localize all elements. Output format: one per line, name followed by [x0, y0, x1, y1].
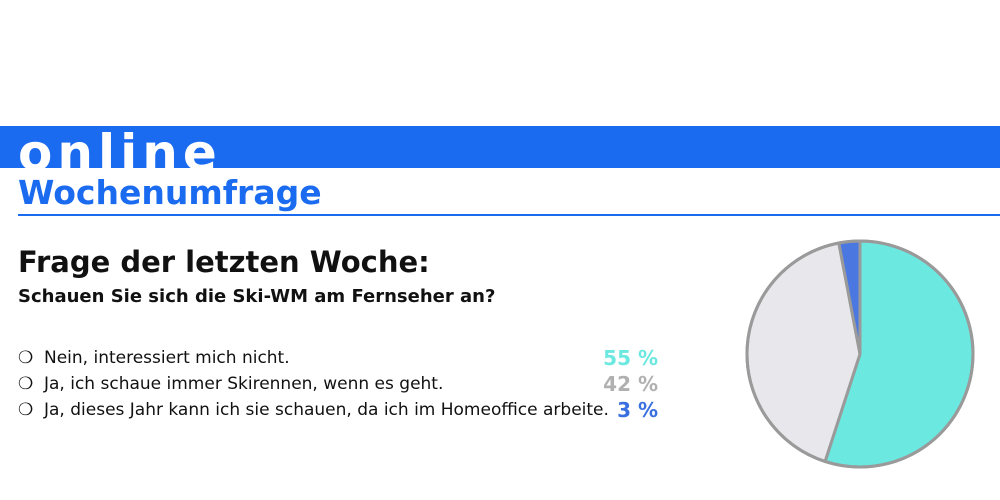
- header-label: online: [18, 128, 222, 168]
- answer-text: Ja, ich schaue immer Skirennen, wenn es …: [44, 374, 444, 394]
- radio-icon[interactable]: ❍: [18, 348, 34, 368]
- question-title: Frage der letzten Woche:: [18, 245, 430, 279]
- title-divider: [18, 214, 1000, 216]
- answer-percent: 55 %: [603, 346, 658, 370]
- question-text: Schauen Sie sich die Ski-WM am Fernseher…: [18, 286, 496, 307]
- answer-text: Ja, dieses Jahr kann ich sie schauen, da…: [44, 400, 609, 420]
- answer-option-1[interactable]: ❍ Nein, interessiert mich nicht. 55 %: [18, 345, 668, 371]
- radio-icon[interactable]: ❍: [18, 374, 34, 394]
- header-bar: [0, 126, 1000, 168]
- answer-option-3[interactable]: ❍ Ja, dieses Jahr kann ich sie schauen, …: [18, 397, 668, 423]
- answer-percent: 3 %: [617, 398, 658, 422]
- pie-outline: [745, 239, 975, 469]
- answer-list: ❍ Nein, interessiert mich nicht. 55 % ❍ …: [18, 345, 668, 423]
- answer-option-2[interactable]: ❍ Ja, ich schaue immer Skirennen, wenn e…: [18, 371, 668, 397]
- pie-chart: [745, 239, 975, 469]
- answer-text: Nein, interessiert mich nicht.: [44, 348, 290, 368]
- answer-percent: 42 %: [603, 372, 658, 396]
- radio-icon[interactable]: ❍: [18, 400, 34, 420]
- page-title: Wochenumfrage: [18, 173, 322, 212]
